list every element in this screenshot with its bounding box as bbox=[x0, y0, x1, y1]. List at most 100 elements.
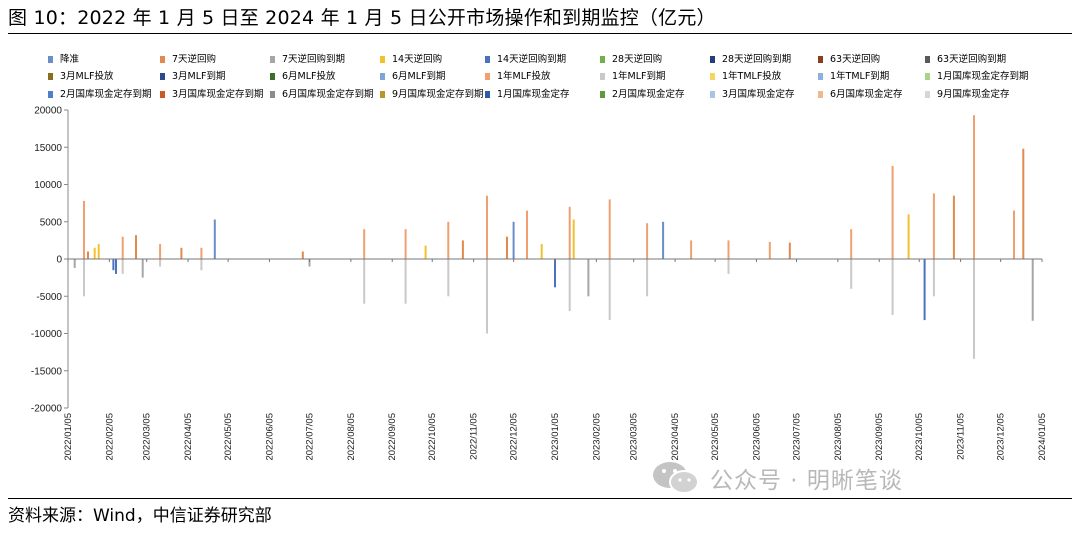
legend-label: 3月国库现金定存到期 bbox=[172, 89, 264, 100]
x-tick-label: 2022/02/05 bbox=[104, 413, 115, 461]
bar bbox=[646, 259, 649, 297]
legend-label: 1年TMLF投放 bbox=[722, 71, 782, 82]
legend-label: 1年MLF投放 bbox=[497, 71, 551, 82]
bar bbox=[447, 259, 450, 297]
bar bbox=[486, 259, 488, 334]
legend-swatch bbox=[818, 91, 823, 98]
bar bbox=[572, 219, 575, 259]
wechat-logo-icon bbox=[653, 462, 699, 494]
bar bbox=[486, 195, 488, 259]
bar bbox=[646, 223, 649, 259]
bar bbox=[83, 200, 85, 259]
x-tick-label: 2023/07/05 bbox=[791, 413, 802, 461]
bar bbox=[526, 210, 528, 259]
legend-swatch bbox=[925, 91, 930, 98]
y-tick-label: 5000 bbox=[40, 217, 63, 228]
bars-positive bbox=[83, 115, 1025, 260]
bar bbox=[727, 259, 730, 274]
bar bbox=[112, 259, 115, 271]
x-tick-label: 2022/01/05 bbox=[63, 413, 74, 461]
figure-title: 图 10：2022 年 1 月 5 日至 2024 年 1 月 5 日公开市场操… bbox=[8, 7, 716, 29]
legend-label: 2月国库现金定存到期 bbox=[60, 89, 152, 100]
y-tick-label: -20000 bbox=[31, 404, 63, 415]
bar bbox=[1013, 210, 1015, 259]
legend-label: 14天逆回购到期 bbox=[497, 54, 567, 65]
bar bbox=[200, 259, 203, 271]
legend-swatch bbox=[485, 56, 490, 63]
legend-swatch bbox=[270, 91, 275, 98]
bar bbox=[213, 219, 216, 259]
legend-swatch bbox=[485, 73, 490, 80]
y-tick-label: -5000 bbox=[36, 292, 62, 303]
x-tick-label: 2022/07/05 bbox=[304, 413, 315, 461]
bars-negative bbox=[73, 259, 1034, 359]
legend-swatch bbox=[485, 91, 490, 98]
bar bbox=[554, 259, 556, 288]
bar bbox=[135, 235, 137, 259]
legend-swatch bbox=[600, 91, 605, 98]
legend-label: 14天逆回购 bbox=[392, 54, 443, 65]
x-tick-label: 2023/05/05 bbox=[710, 413, 721, 461]
y-tick-label: -15000 bbox=[31, 366, 63, 377]
legend-swatch bbox=[48, 91, 53, 98]
legend-label: 28天逆回购 bbox=[612, 54, 663, 65]
legend-swatch bbox=[818, 56, 823, 63]
bar bbox=[727, 240, 730, 259]
bar bbox=[301, 251, 304, 259]
bar bbox=[540, 244, 543, 259]
legend-label: 7天逆回购 bbox=[172, 54, 217, 65]
bar bbox=[608, 259, 611, 321]
bar bbox=[932, 259, 935, 297]
legend-swatch bbox=[160, 56, 165, 63]
source-rule bbox=[8, 498, 1072, 499]
bar bbox=[308, 259, 311, 267]
title-rule bbox=[8, 33, 1072, 34]
bar bbox=[932, 193, 935, 259]
legend-swatch bbox=[710, 73, 715, 80]
bar bbox=[159, 244, 162, 259]
x-tick-label: 2023/06/05 bbox=[751, 413, 762, 461]
bar bbox=[83, 259, 85, 297]
legend-swatch bbox=[160, 73, 165, 80]
legend-label: 降准 bbox=[60, 54, 80, 65]
bar bbox=[115, 259, 117, 274]
legend-label: 7天逆回购到期 bbox=[282, 54, 346, 65]
x-tick-label: 2022/04/05 bbox=[183, 413, 194, 461]
bar bbox=[568, 259, 571, 312]
x-tick-label: 2022/03/05 bbox=[142, 413, 153, 461]
legend-label: 6月国库现金定存 bbox=[830, 89, 903, 100]
x-tick-label: 2023/02/05 bbox=[591, 413, 602, 461]
legend-label: 1年MLF到期 bbox=[612, 71, 666, 82]
bar bbox=[1031, 259, 1034, 321]
legend-swatch bbox=[925, 56, 930, 63]
legend-swatch bbox=[600, 73, 605, 80]
legend-label: 9月国库现金定存 bbox=[937, 89, 1010, 100]
bar bbox=[363, 259, 366, 304]
y-tick-label: -10000 bbox=[31, 329, 63, 340]
bar bbox=[850, 259, 853, 289]
legend-label: 1年TMLF到期 bbox=[830, 71, 890, 82]
x-tick-label: 2023/08/05 bbox=[833, 413, 844, 461]
legend-swatch bbox=[380, 91, 385, 98]
legend-label: 6月国库现金定存到期 bbox=[282, 89, 374, 100]
legend-label: 3月MLF投放 bbox=[60, 71, 114, 82]
x-tick-label: 2022/06/05 bbox=[264, 413, 275, 461]
legend-label: 63天逆回购 bbox=[830, 54, 881, 65]
legend-swatch bbox=[380, 56, 385, 63]
y-tick-label: 0 bbox=[56, 255, 62, 266]
bar bbox=[180, 247, 183, 259]
x-tick-label: 2024/01/05 bbox=[1037, 413, 1048, 461]
legend-label: 9月国库现金定存到期 bbox=[392, 89, 484, 100]
x-tick-label: 2023/09/05 bbox=[874, 413, 885, 461]
x-tick-label: 2022/05/05 bbox=[223, 413, 234, 461]
legend-swatch bbox=[48, 73, 53, 80]
watermark-text: 公众号 · 明晰笔谈 bbox=[710, 468, 903, 494]
x-tick-label: 2023/01/05 bbox=[550, 413, 561, 461]
bar bbox=[87, 251, 89, 259]
bar bbox=[923, 259, 926, 321]
legend-swatch bbox=[710, 56, 715, 63]
x-tick-label: 2023/10/05 bbox=[914, 413, 925, 461]
x-tick-label: 2022/12/05 bbox=[509, 413, 520, 461]
bar bbox=[447, 221, 450, 260]
legend-swatch bbox=[270, 56, 275, 63]
